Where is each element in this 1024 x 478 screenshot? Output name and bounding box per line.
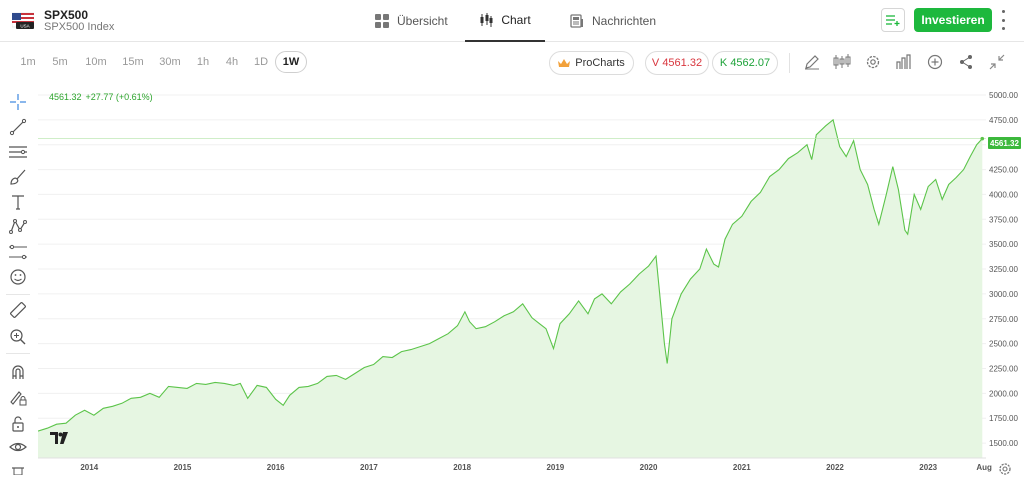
horizontal-lines-icon[interactable] [8, 142, 28, 162]
ruler-icon[interactable] [8, 300, 28, 320]
drawing-toolbar [0, 88, 36, 478]
gear-icon[interactable] [864, 53, 882, 71]
grid-icon [375, 14, 389, 28]
x-tick-label: Aug [976, 463, 992, 472]
timeframe-4h[interactable]: 4h [225, 56, 239, 68]
indicators-icon[interactable] [895, 53, 913, 71]
x-tick-label: 2023 [919, 463, 937, 472]
readout-price: 4561.32 [49, 92, 82, 102]
tab-news-label: Nachrichten [592, 14, 657, 28]
header-bar: USA SPX500 SPX500 Index Übersicht Chart … [0, 0, 1024, 42]
magnet-icon[interactable] [8, 362, 28, 382]
tab-overview-label: Übersicht [397, 14, 448, 28]
x-tick-label: 2017 [360, 463, 378, 472]
emoji-icon[interactable] [8, 267, 28, 287]
zoom-in-icon[interactable] [8, 327, 28, 347]
collapse-icon[interactable] [988, 53, 1006, 71]
trash-icon[interactable] [8, 460, 28, 478]
sell-price-button[interactable]: V 4561.32 [645, 51, 709, 75]
invest-button[interactable]: Investieren [914, 8, 992, 32]
timeframe-1h[interactable]: 1h [196, 56, 210, 68]
procharts-label: ProCharts [575, 57, 625, 69]
pattern-icon[interactable] [8, 217, 28, 237]
timeframe-10m[interactable]: 10m [85, 56, 107, 68]
instrument-symbol: SPX500 [44, 8, 89, 22]
flag-label: USA [20, 24, 29, 29]
more-options-icon[interactable] [999, 10, 1007, 30]
last-price-tag: 4561.32 [988, 137, 1021, 149]
price-line [38, 118, 983, 432]
y-tick-label: 1750.00 [989, 414, 1018, 423]
timeframe-1d[interactable]: 1D [253, 56, 269, 68]
x-tick-label: 2020 [640, 463, 658, 472]
crown-icon [558, 59, 571, 67]
lock-pen-icon[interactable] [8, 388, 28, 408]
price-chart[interactable]: 1500.00 1750.00 2000.00 2250.00 2500.00 2750.… [38, 88, 1024, 478]
x-tick-label: 2021 [733, 463, 751, 472]
timeframe-5m[interactable]: 5m [52, 56, 68, 68]
sidebar-divider [6, 294, 30, 295]
tab-news[interactable]: Nachrichten [570, 0, 656, 42]
x-tick-label: 2014 [80, 463, 98, 472]
y-tick-label: 2000.00 [989, 389, 1018, 398]
x-tick-label: 2022 [826, 463, 844, 472]
timeframe-30m[interactable]: 30m [159, 56, 181, 68]
y-tick-label: 2250.00 [989, 364, 1018, 373]
trend-line-icon[interactable] [8, 117, 28, 137]
eye-icon[interactable] [8, 437, 28, 457]
chart-type-icon[interactable] [833, 53, 851, 71]
y-tick-label: 3000.00 [989, 290, 1018, 299]
timeframe-1m[interactable]: 1m [20, 56, 36, 68]
x-tick-label: 2019 [546, 463, 564, 472]
timeframe-1w[interactable]: 1W [275, 51, 307, 73]
y-tick-label: 3500.00 [989, 240, 1018, 249]
tradingview-logo [50, 432, 68, 447]
y-tick-label: 5000.00 [989, 91, 1018, 100]
x-tick-label: 2015 [174, 463, 192, 472]
share-icon[interactable] [957, 53, 975, 71]
usa-flag-icon: USA [12, 12, 34, 29]
tab-chart-label: Chart [501, 13, 531, 27]
news-icon [570, 14, 584, 28]
buy-price-button[interactable]: K 4562.07 [712, 51, 778, 75]
tab-chart[interactable]: Chart [465, 0, 545, 42]
y-tick-label: 4250.00 [989, 166, 1018, 175]
y-tick-label: 4750.00 [989, 116, 1018, 125]
price-area-fill [38, 119, 983, 459]
price-readout: 4561.32 +27.77 (+0.61%) [49, 92, 157, 102]
y-tick-label: 1500.00 [989, 439, 1018, 448]
y-tick-label: 3250.00 [989, 265, 1018, 274]
y-tick-label: 4000.00 [989, 190, 1018, 199]
add-circle-icon[interactable] [926, 53, 944, 71]
measure-icon[interactable] [8, 242, 28, 262]
unlock-icon[interactable] [8, 414, 28, 434]
x-axis-labels: 2014 2015 2016 2017 2018 2019 2020 2021 2022 2023… [80, 463, 992, 472]
watchlist-add-button[interactable] [881, 8, 905, 32]
procharts-button[interactable]: ProCharts [549, 51, 634, 75]
y-tick-label: 3750.00 [989, 215, 1018, 224]
last-price-dot [980, 136, 985, 141]
instrument-subtitle: SPX500 Index [44, 21, 115, 33]
y-tick-label: 2500.00 [989, 340, 1018, 349]
candles-icon [479, 13, 493, 27]
sidebar-divider [6, 353, 30, 354]
chart-settings-gear-icon[interactable] [998, 462, 1012, 476]
pencil-icon[interactable] [803, 53, 821, 71]
text-tool-icon[interactable] [8, 192, 28, 212]
x-tick-label: 2018 [453, 463, 471, 472]
tab-overview[interactable]: Übersicht [375, 0, 448, 42]
toolbar-divider [789, 53, 790, 73]
x-tick-label: 2016 [267, 463, 285, 472]
crosshair-icon[interactable] [8, 92, 28, 112]
brush-icon[interactable] [8, 167, 28, 187]
timeframe-15m[interactable]: 15m [122, 56, 144, 68]
readout-change: +27.77 (+0.61%) [85, 92, 153, 102]
y-tick-label: 2750.00 [989, 315, 1018, 324]
list-plus-icon [886, 15, 900, 26]
